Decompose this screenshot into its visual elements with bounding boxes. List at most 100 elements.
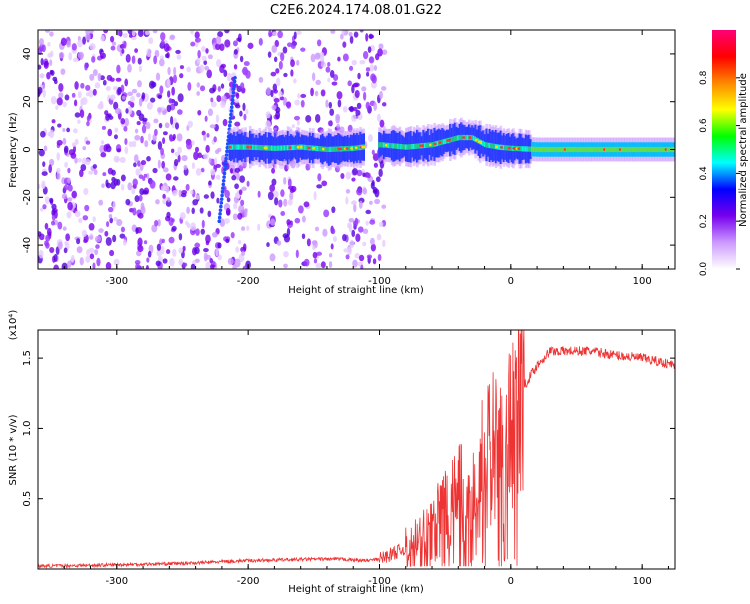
heatmap-noise-cell [112,201,116,210]
heatmap-noise-cell [98,199,104,206]
heatmap-noise-cell [150,97,156,103]
heatmap-noise-cell [366,71,370,77]
heatmap-noise-cell [133,154,139,163]
heatmap-noise-cell [301,215,306,223]
heatmap-band-core [658,146,662,153]
heatmap-noise-cell [77,39,84,48]
heatmap-band-core [557,146,561,153]
heatmap-band-core [270,145,274,151]
heatmap-noise-cell [327,120,332,127]
heatmap-noise-cell [274,197,279,206]
heatmap-noise-cell [232,213,238,221]
heatmap-band-core [326,146,329,153]
heatmap-noise-cell [71,43,77,51]
heatmap-noise-cell [58,51,65,59]
heatmap-noise-cell [369,237,375,246]
heatmap-noise-cell [203,248,209,253]
heatmap-band-core [551,146,555,153]
colorbar-scale [712,30,736,269]
heatmap-band-core [639,146,643,153]
heatmap-band-core [535,146,539,153]
heatmap-noise-cell [241,186,247,191]
heatmap-noise-cell [45,242,50,249]
heatmap-noise-cell [314,113,321,123]
heatmap-noise-cell [290,44,296,49]
heatmap-noise-cell [92,88,97,96]
heatmap-band-core [590,146,594,153]
heatmap-noise-cell [49,59,53,67]
heatmap-noise-cell [210,101,217,108]
heatmap-noise-cell [210,168,216,176]
heatmap-noise-cell [161,238,165,244]
heatmap-noise-cell [337,56,341,62]
heatmap-noise-cell [167,66,171,76]
heatmap-noise-cell [365,209,372,215]
heatmap-noise-cell [280,189,285,198]
heatmap-noise-cell [224,30,230,34]
heatmap-noise-cell [295,249,299,259]
heatmap-noise-cell [173,74,178,84]
heatmap-noise-cell [70,258,74,263]
heatmap-noise-cell [336,124,341,129]
heatmap-noise-cell [41,171,48,176]
x-tick-label: 0 [508,576,514,587]
heatmap-noise-cell [43,145,48,152]
heatmap-noise-cell [316,39,322,47]
heatmap-noise-cell [137,80,142,88]
heatmap-noise-cell [145,264,149,269]
heatmap-noise-cell [163,43,170,52]
heatmap-noise-cell [330,243,334,250]
heatmap-noise-cell [67,197,73,202]
heatmap-noise-cell [146,48,152,58]
heatmap-noise-cell [45,234,51,242]
heatmap-noise-cell [116,148,122,153]
heatmap-band-core [605,146,608,153]
heatmap-noise-cell [65,233,71,242]
heatmap-noise-cell [116,219,123,227]
heatmap-noise-cell [345,196,349,205]
heatmap-noise-cell [162,258,168,264]
heatmap-noise-cell [171,190,178,197]
heatmap-noise-cell [52,76,58,82]
heatmap-noise-cell [56,172,61,180]
heatmap-band-core [408,144,411,150]
heatmap-noise-cell [99,100,104,109]
heatmap-band-core [453,136,457,142]
heatmap-noise-cell [60,68,66,75]
heatmap-noise-cell [77,91,82,99]
heatmap-noise-cell [296,59,300,66]
heatmap-band-core [348,145,351,152]
heatmap-noise-cell [195,194,200,200]
heatmap-streak-cell [222,171,227,176]
heatmap-band-core [327,146,331,153]
heatmap-noise-cell [167,90,171,98]
heatmap-band-core [452,136,455,142]
heatmap-noise-cell [314,226,320,232]
heatmap-streak-cell [221,182,226,187]
heatmap-noise-cell [208,157,212,165]
heatmap-band-core [583,146,586,153]
heatmap-noise-cell [332,236,337,242]
heatmap-noise-cell [238,189,243,195]
heatmap-noise-cell [235,92,240,99]
heatmap-band-core [324,146,328,152]
heatmap-noise-cell [365,220,369,226]
heatmap-streak-cell [219,197,224,201]
heatmap-noise-cell [139,188,145,196]
x-tick-label: 0 [508,276,514,287]
heatmap-noise-cell [331,206,336,214]
heatmap-noise-cell [66,211,72,219]
heatmap-noise-cell [225,238,230,244]
y-tick-label: 1.5 [22,350,33,366]
heatmap-noise-cell [235,172,240,181]
heatmap-band-core [274,145,277,151]
heatmap-band-core [305,144,309,151]
heatmap-band-core [586,146,589,153]
heatmap-noise-cell [89,253,95,260]
heatmap-band-core [282,145,285,151]
heatmap-band-core [572,146,575,153]
heatmap-streak-cell [218,208,223,212]
heatmap-noise-cell [115,157,120,162]
heatmap-band-core [568,146,572,153]
